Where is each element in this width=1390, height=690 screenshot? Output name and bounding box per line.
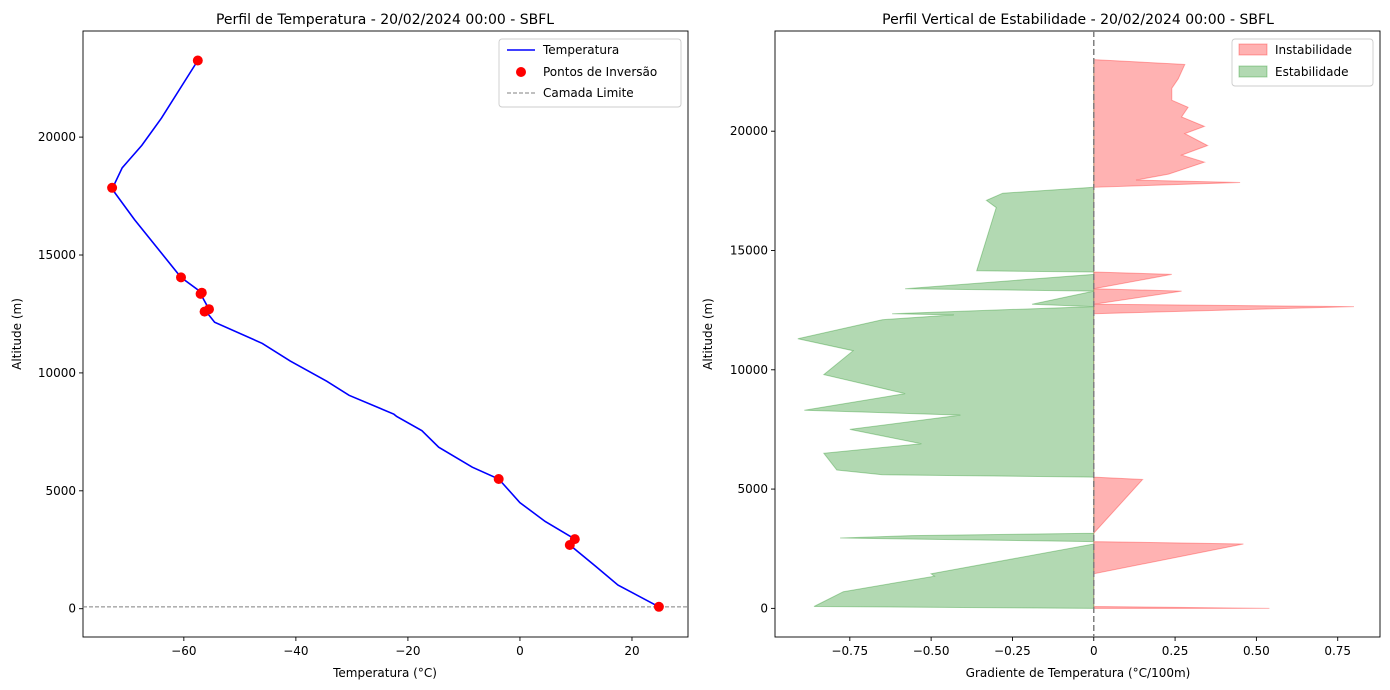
legend: Instabilidade Estabilidade xyxy=(1231,38,1374,87)
x-tick-label: −20 xyxy=(395,644,420,658)
legend-label-estabilidade: Estabilidade xyxy=(1275,65,1348,79)
y-tick-label: 5000 xyxy=(45,484,76,498)
legend-box xyxy=(498,38,682,108)
inversion-point xyxy=(569,534,580,545)
y-tick-label: 15000 xyxy=(38,248,76,262)
x-tick-label: −0.25 xyxy=(994,644,1031,658)
plot-frame xyxy=(774,30,1381,638)
y-tick-label: 0 xyxy=(760,601,768,615)
x-tick-label: 0.75 xyxy=(1324,644,1351,658)
x-axis-label: Gradiente de Temperatura (°C/100m) xyxy=(966,666,1191,680)
y-tick-label: 10000 xyxy=(730,363,768,377)
inversion-point xyxy=(192,55,203,66)
series-line-temperatura xyxy=(111,60,660,608)
axis-ticks: −0.75 −0.50 −0.25 0 0.25 0.50 0.75 0 5000 10000 15… xyxy=(730,124,1351,658)
legend-marker-swatch xyxy=(516,67,526,77)
x-tick-label: 0.50 xyxy=(1243,644,1270,658)
legend-label-inversao: Pontos de Inversão xyxy=(543,65,657,79)
axis-ticks: −60 −40 −20 0 20 0 5000 10000 15000 20000 xyxy=(38,130,640,658)
x-tick-label: 0 xyxy=(1090,644,1098,658)
inversion-point xyxy=(653,601,664,612)
legend: Temperatura Pontos de Inversão Camada Li… xyxy=(498,38,682,108)
inversion-point xyxy=(204,304,214,315)
y-tick-label: 20000 xyxy=(730,124,768,138)
y-tick-label: 10000 xyxy=(38,366,76,380)
chart-title: Perfil de Temperatura - 20/02/2024 00:00… xyxy=(216,12,554,28)
temperature-profile-plot: −60 −40 −20 0 20 0 5000 10000 15000 20000 Perfil … xyxy=(10,12,689,680)
x-tick-label: −60 xyxy=(171,644,196,658)
x-tick-label: −0.75 xyxy=(831,644,868,658)
x-tick-label: 0 xyxy=(516,644,524,658)
area-instabilidade xyxy=(1093,59,1355,609)
inversion-point xyxy=(107,182,118,193)
y-tick-label: 20000 xyxy=(38,130,76,144)
plot-area xyxy=(797,31,1355,637)
legend-swatch-estabilidade xyxy=(1238,65,1268,78)
legend-swatch-instabilidade xyxy=(1238,43,1268,56)
stability-profile-plot: −0.75 −0.50 −0.25 0 0.25 0.50 0.75 0 5000 10000 15… xyxy=(701,12,1381,680)
x-tick-label: 20 xyxy=(624,644,639,658)
y-axis-label: Altitude (m) xyxy=(10,298,24,370)
x-tick-label: −40 xyxy=(283,644,308,658)
plot-area xyxy=(83,55,688,612)
x-tick-label: 0.25 xyxy=(1162,644,1189,658)
x-axis-label: Temperatura (°C) xyxy=(332,666,437,680)
x-tick-label: −0.50 xyxy=(913,644,950,658)
y-tick-label: 0 xyxy=(68,602,76,616)
y-tick-label: 15000 xyxy=(730,243,768,257)
inversion-point xyxy=(196,287,207,298)
legend-label-temperatura: Temperatura xyxy=(542,43,619,57)
inversion-point xyxy=(493,474,504,484)
y-axis-label: Altitude (m) xyxy=(701,298,715,370)
plot-frame xyxy=(82,30,689,638)
y-tick-label: 5000 xyxy=(737,482,768,496)
chart-title: Perfil Vertical de Estabilidade - 20/02/… xyxy=(882,12,1274,28)
legend-box xyxy=(1231,38,1374,87)
legend-label-camada: Camada Limite xyxy=(543,86,634,100)
legend-label-instabilidade: Instabilidade xyxy=(1275,43,1352,57)
inversion-point xyxy=(176,272,186,283)
